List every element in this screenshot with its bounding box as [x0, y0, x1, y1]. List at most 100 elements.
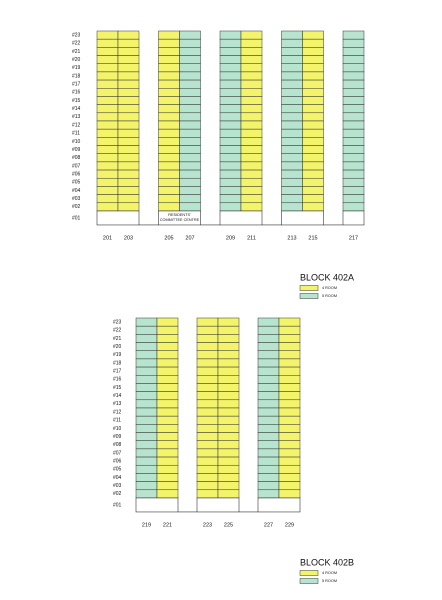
unit-cell [342, 186, 365, 195]
unit-cell [219, 55, 242, 64]
unit-cell [156, 391, 179, 401]
unit-cell [240, 137, 263, 146]
unit-cell [281, 55, 303, 64]
unit-cell [158, 63, 180, 73]
unit-cell [219, 88, 242, 97]
unit-cell [278, 350, 301, 360]
unit-cell [96, 30, 119, 40]
unit-cell [240, 161, 263, 171]
unit-cell [96, 186, 119, 195]
unit-cell [257, 342, 280, 351]
unit-cell [179, 96, 201, 105]
unit-cell [219, 104, 242, 114]
unit-cell [117, 96, 140, 105]
unit-cell [96, 169, 119, 179]
unit-cell [179, 137, 201, 146]
unit-cell [281, 120, 303, 130]
unit-cell [96, 96, 119, 105]
unit-cell [96, 71, 119, 81]
unit-cell [342, 153, 365, 163]
unit-cell [196, 415, 219, 425]
floor-label: #10 [72, 139, 81, 145]
unit-cell [278, 383, 301, 392]
unit-cell [117, 88, 140, 97]
unit-cell [156, 464, 179, 474]
unit-cell [156, 448, 179, 458]
unit-cell [196, 358, 219, 368]
unit-cell [342, 30, 365, 40]
floor-label: #03 [113, 483, 122, 489]
unit-cell [281, 71, 303, 81]
unit-cell [117, 55, 140, 64]
unit-cell [302, 137, 324, 146]
unit-cell [281, 30, 303, 40]
unit-cell [240, 128, 263, 138]
unit-cell [156, 317, 179, 327]
legend-swatch [299, 578, 319, 584]
unit-cell [158, 55, 180, 64]
unit-cell [96, 145, 119, 154]
unit-cell [342, 137, 365, 146]
unit-cell [156, 473, 179, 482]
unit-cell [179, 120, 201, 130]
unit-cell [219, 177, 242, 187]
floor-label: #08 [113, 442, 122, 448]
unit-cell [135, 383, 158, 392]
unit-cell [257, 481, 280, 491]
unit-cell [240, 120, 263, 130]
unit-cell [217, 448, 240, 458]
unit-cell [219, 128, 242, 138]
unit-cell [281, 104, 303, 114]
unit-cell [219, 169, 242, 179]
unit-cell [240, 186, 263, 195]
unit-cell [240, 63, 263, 73]
unit-cell [217, 375, 240, 384]
unit-number: 221 [163, 522, 172, 528]
unit-cell [96, 153, 119, 163]
unit-cell [158, 120, 180, 130]
unit-cell [219, 112, 242, 122]
unit-cell [179, 202, 201, 212]
unit-cell [302, 145, 324, 154]
unit-cell [278, 448, 301, 458]
unit-cell [117, 30, 140, 40]
unit-cell [156, 481, 179, 491]
floor-label: #06 [72, 171, 81, 177]
unit-cell [342, 112, 365, 122]
floor-label: #08 [72, 155, 81, 161]
unit-cell [278, 399, 301, 409]
unit-cell [219, 30, 242, 40]
unit-cell [156, 325, 179, 335]
unit-cell [278, 366, 301, 376]
unit-cell [158, 38, 180, 48]
unit-cell [217, 481, 240, 491]
unit-cell [302, 55, 324, 64]
unit-cell [240, 177, 263, 187]
unit-cell [257, 464, 280, 474]
unit-cell [179, 30, 201, 40]
unit-cell [156, 383, 179, 392]
unit-cell [302, 194, 324, 204]
unit-cell [281, 169, 303, 179]
unit-cell [217, 325, 240, 335]
unit-cell [196, 481, 219, 491]
unit-cell [135, 366, 158, 376]
unit-cell [217, 350, 240, 360]
unit-cell [302, 104, 324, 114]
unit-cell [135, 432, 158, 441]
unit-cell [135, 464, 158, 474]
unit-cell [302, 79, 324, 89]
unit-cell [257, 456, 280, 466]
unit-cell [135, 399, 158, 409]
unit-cell [302, 202, 324, 212]
unit-cell [240, 47, 263, 56]
unit-cell [257, 399, 280, 409]
legend-label: 4 ROOM [322, 286, 337, 290]
block-title: BLOCK 402B [300, 557, 354, 567]
floor-label: #12 [72, 122, 81, 128]
ground-note: RESIDENTS' [168, 213, 191, 217]
unit-cell [196, 440, 219, 450]
unit-cell [179, 153, 201, 163]
floor-label: #16 [113, 377, 122, 383]
